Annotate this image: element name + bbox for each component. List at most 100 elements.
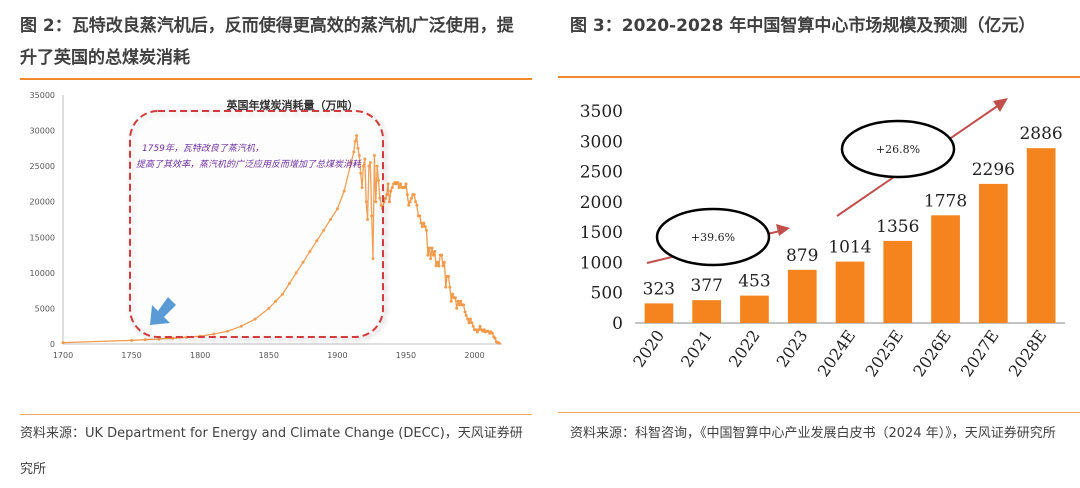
left-top-rule xyxy=(20,78,532,80)
callout-arrow-icon xyxy=(150,297,176,325)
smart-computing-market-chart: 0 500 1000 1500 2000 2500 3000 3500 2020 2021 2022… xyxy=(580,98,1065,380)
bar xyxy=(692,300,721,323)
data-point xyxy=(415,203,419,207)
x-tick-label: 2025E xyxy=(861,326,907,380)
data-point xyxy=(455,306,459,310)
data-point xyxy=(429,257,433,261)
data-point xyxy=(493,336,497,340)
y-tick-label: 25000 xyxy=(30,162,55,171)
data-point xyxy=(386,182,390,186)
data-point xyxy=(425,228,428,232)
data-point xyxy=(462,303,466,307)
x-tick-label: 1950 xyxy=(396,351,416,360)
data-point xyxy=(471,324,475,328)
data-point xyxy=(388,200,391,204)
data-point xyxy=(436,260,439,264)
y-tick-label: 10000 xyxy=(30,269,55,278)
x-tick-label: 1800 xyxy=(190,351,210,360)
growth-ellipse-1 xyxy=(655,207,771,267)
y-tick-label: 2500 xyxy=(580,163,623,183)
left-figure-source: 资料来源：UK Department for Energy and Climat… xyxy=(20,426,523,477)
data-point xyxy=(458,303,461,307)
data-point xyxy=(383,196,387,200)
data-point xyxy=(453,296,457,300)
data-point xyxy=(408,200,412,204)
data-point xyxy=(478,324,482,328)
data-point xyxy=(422,221,426,225)
bar xyxy=(644,303,674,323)
data-point xyxy=(459,299,463,303)
data-point xyxy=(431,253,435,257)
data-point xyxy=(477,328,481,332)
bar xyxy=(883,240,913,323)
x-tick-label: 2028E xyxy=(1005,326,1051,380)
data-point xyxy=(433,250,437,253)
bar xyxy=(979,183,1008,323)
bar xyxy=(931,215,960,323)
data-point xyxy=(404,182,408,186)
x-tick-label: 2021 xyxy=(677,326,716,370)
data-point xyxy=(426,253,430,257)
data-point xyxy=(490,331,494,335)
bar-value-label: 2886 xyxy=(1019,124,1062,144)
annotation-text: 1759年，瓦特改良了蒸汽机， 提高了其效率，蒸汽机的广泛应用反而增加了总煤炭消耗 xyxy=(136,143,362,170)
data-point xyxy=(468,317,472,321)
x-tick-label: 1900 xyxy=(327,351,347,360)
y-tick-label: 1000 xyxy=(580,253,623,273)
data-point xyxy=(399,182,402,186)
data-point xyxy=(389,189,393,193)
data-point xyxy=(419,221,423,225)
data-point xyxy=(410,196,413,200)
y-tick-label: 20000 xyxy=(30,198,55,207)
data-point xyxy=(440,253,444,257)
data-point xyxy=(130,338,134,342)
annotation-line: 1759年，瓦特改良了蒸汽机， xyxy=(142,143,264,154)
growth-ellipse-2 xyxy=(840,119,956,179)
bar-value-label: 1014 xyxy=(828,238,871,258)
data-point xyxy=(61,341,65,345)
right-figure-caption: 图 3：2020-2028 年中国智算中心市场规模及预测（亿元） xyxy=(570,16,1036,36)
bar xyxy=(835,261,865,323)
data-point xyxy=(412,193,416,197)
trend-arrowhead-1 xyxy=(776,224,790,236)
y-tick-label: 2000 xyxy=(580,193,623,213)
data-point xyxy=(423,225,427,229)
data-point xyxy=(451,292,455,296)
data-point xyxy=(407,203,411,207)
x-tick-label: 2023 xyxy=(773,326,812,370)
trend-arrowhead-2 xyxy=(993,98,1008,112)
bar-value-label: 1356 xyxy=(876,217,919,237)
x-tick-label: 1750 xyxy=(121,351,141,360)
y-tick-label: 3500 xyxy=(580,102,623,122)
left-figure-caption: 图 2：瓦特改良蒸汽机后，反而使得更高效的蒸汽机广泛使用，提升了英国的总煤炭消耗 xyxy=(20,16,514,68)
y-tick-label: 15000 xyxy=(30,233,55,242)
data-point xyxy=(437,264,441,268)
data-point xyxy=(447,274,450,278)
data-point xyxy=(418,214,422,218)
data-point xyxy=(396,181,400,184)
x-tick-label: 2024E xyxy=(814,326,860,380)
x-tick-label: 2000 xyxy=(464,351,484,360)
data-point xyxy=(444,285,448,289)
x-tick-label: 2026E xyxy=(909,326,955,380)
data-point xyxy=(427,246,431,250)
data-point xyxy=(442,260,446,264)
right-figure-source: 资料来源：科智咨询，《中国智算中心产业发展白皮书（2024 年）》，天风证券研究… xyxy=(570,426,1056,441)
data-point xyxy=(397,186,401,189)
x-tick-label: 2022 xyxy=(725,326,764,370)
y-tick-label: 1500 xyxy=(580,223,623,243)
annotation-line: 提高了其效率，蒸汽机的广泛应用反而增加了总煤炭消耗 xyxy=(136,159,362,170)
right-top-rule xyxy=(558,76,1080,78)
chart-title: 英国年煤炭消耗量（万吨） xyxy=(226,98,359,112)
data-point xyxy=(405,193,409,197)
data-point xyxy=(449,299,453,303)
data-point xyxy=(463,310,467,314)
data-point xyxy=(470,321,474,325)
data-point xyxy=(434,264,438,268)
bar-value-label: 377 xyxy=(690,276,722,296)
x-tick-label: 1850 xyxy=(259,351,279,360)
x-tick-label: 2027E xyxy=(957,326,1003,380)
y-tick-label: 0 xyxy=(50,340,55,349)
y-tick-label: 3000 xyxy=(580,132,623,152)
data-point xyxy=(441,264,445,268)
